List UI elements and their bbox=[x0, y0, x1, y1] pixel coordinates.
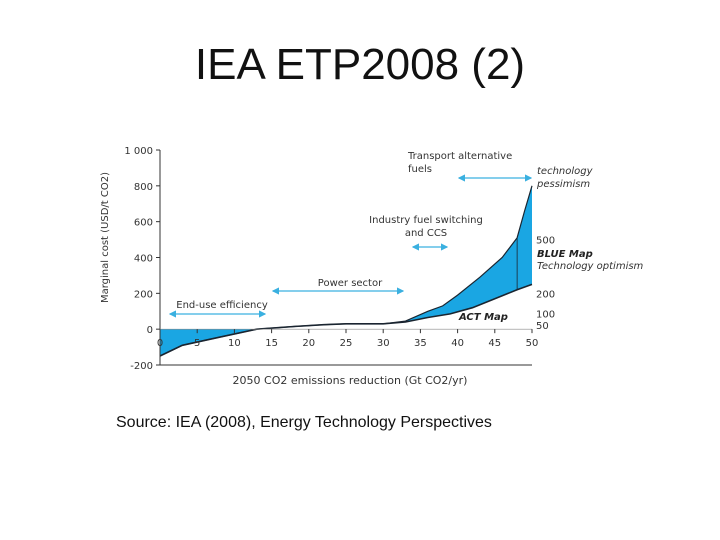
x-tick-label: 40 bbox=[451, 338, 464, 349]
y-tick-label: 1 000 bbox=[124, 146, 153, 157]
y-axis-label: Marginal cost (USD/t CO2) bbox=[100, 172, 111, 303]
technology-pessimism-line2: pessimism bbox=[536, 179, 590, 190]
transport-label-line1: Transport alternative bbox=[407, 151, 512, 162]
source-note: Source: IEA (2008), Energy Technology Pe… bbox=[116, 414, 492, 431]
slide-title: IEA ETP2008 (2) bbox=[194, 40, 526, 89]
x-tick-label: 15 bbox=[265, 338, 278, 349]
x-tick-label: 5 bbox=[194, 338, 200, 349]
cost-range-band bbox=[160, 185, 532, 356]
right-axis-label: 50 bbox=[536, 321, 549, 332]
x-tick-label: 50 bbox=[526, 338, 539, 349]
x-tick-label: 35 bbox=[414, 338, 427, 349]
annotations: End-use efficiency Power sector Industry… bbox=[168, 151, 644, 323]
y-tick-label: 600 bbox=[134, 218, 153, 229]
x-axis-ticks: 0 5 10 15 20 25 30 35 40 45 50 bbox=[157, 329, 539, 349]
blue-map-label: BLUE Map bbox=[537, 249, 593, 260]
x-tick-label: 25 bbox=[340, 338, 353, 349]
power-sector-label: Power sector bbox=[318, 278, 383, 289]
x-tick-label: 20 bbox=[302, 338, 315, 349]
y-tick-label: 0 bbox=[147, 325, 153, 336]
plot-area bbox=[159, 185, 533, 357]
pessimism-curve bbox=[159, 185, 533, 357]
y-axis-ticks: 1 000 800 600 400 200 0 -200 bbox=[124, 146, 160, 372]
y-tick-label: 400 bbox=[134, 254, 153, 265]
x-tick-label: 30 bbox=[377, 338, 390, 349]
act-map-label: ACT Map bbox=[458, 312, 508, 323]
right-axis-label: 200 bbox=[536, 289, 555, 300]
x-tick-label: 0 bbox=[157, 338, 163, 349]
technology-pessimism-line1: technology bbox=[537, 166, 594, 177]
x-axis-label: 2050 CO2 emissions reduction (Gt CO2/yr) bbox=[233, 374, 468, 387]
industry-label-line2: and CCS bbox=[405, 228, 447, 239]
x-tick-label: 45 bbox=[488, 338, 501, 349]
y-tick-label: 800 bbox=[134, 182, 153, 193]
right-axis-label: 100 bbox=[536, 309, 555, 320]
right-axis-label: 500 bbox=[536, 236, 555, 247]
x-tick-label: 10 bbox=[228, 338, 241, 349]
y-tick-label: 200 bbox=[134, 289, 153, 300]
end-use-label: End-use efficiency bbox=[176, 300, 268, 311]
industry-label-line1: Industry fuel switching bbox=[369, 215, 483, 226]
negative-cost-area bbox=[160, 329, 257, 356]
technology-optimism-label: Technology optimism bbox=[537, 261, 644, 272]
y-tick-label: -200 bbox=[130, 361, 153, 372]
transport-label-line2: fuels bbox=[408, 164, 432, 175]
marginal-cost-chart: 1 000 800 600 400 200 0 -200 0 5 10 15 20 25 30 35 40 4… bbox=[100, 146, 644, 387]
